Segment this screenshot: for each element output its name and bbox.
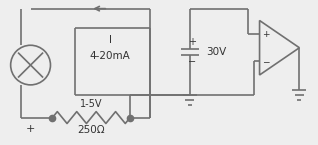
Text: −: − (262, 57, 269, 66)
Text: 4-20mA: 4-20mA (90, 51, 131, 61)
Text: 1-5V: 1-5V (80, 99, 102, 109)
Text: −: − (188, 57, 196, 67)
Text: 30V: 30V (206, 47, 226, 57)
Text: +: + (188, 37, 196, 47)
Text: +: + (262, 30, 269, 39)
Text: +: + (26, 124, 35, 134)
Text: I: I (109, 35, 112, 45)
Text: 250Ω: 250Ω (78, 125, 105, 135)
